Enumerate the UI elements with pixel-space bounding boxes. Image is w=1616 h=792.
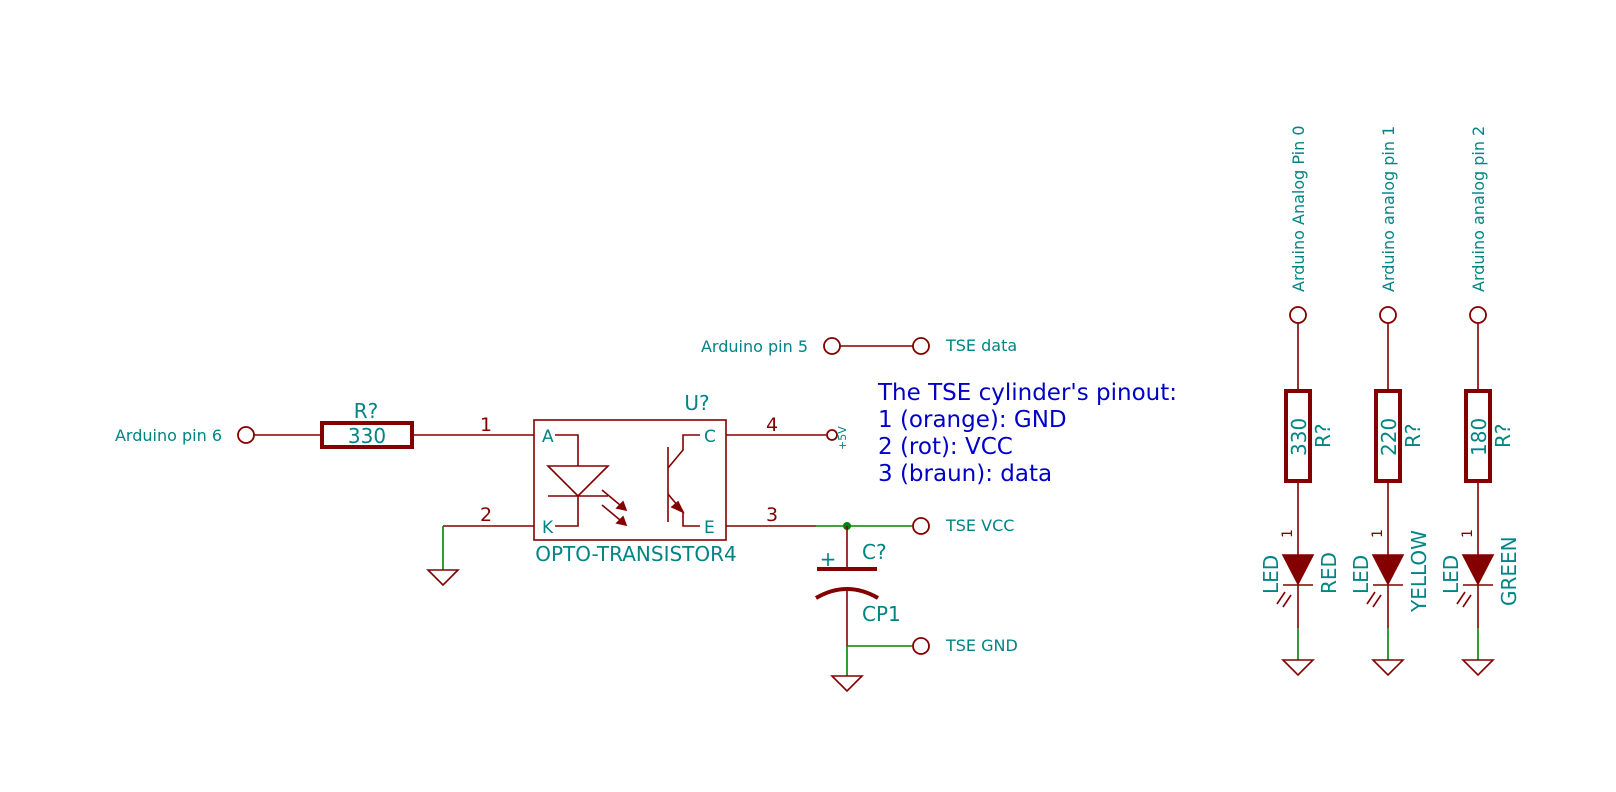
led-2-color: GREEN	[1497, 536, 1521, 606]
led-1-pin: 1	[1370, 529, 1386, 538]
led-resistor-0-ref: R?	[1311, 423, 1335, 448]
led-0-diode	[1281, 554, 1315, 586]
port-arduino-pin6	[237, 426, 255, 444]
light-arrow-head	[615, 500, 628, 512]
led-2-pin: 1	[1460, 529, 1476, 538]
opto-pin-3: 3	[766, 504, 778, 526]
ground-symbol	[1461, 659, 1495, 677]
led-2-ref: LED	[1439, 555, 1463, 594]
note-line-1: The TSE cylinder's pinout:	[877, 380, 1177, 406]
led-resistor-1-ref: R?	[1401, 423, 1425, 448]
capacitor-value: CP1	[862, 602, 901, 626]
opto-pin-name-c: C	[704, 427, 716, 447]
wire	[555, 496, 579, 527]
port-arduino-pin5	[823, 337, 841, 355]
resistor-value: 330	[348, 424, 386, 448]
port-label-analog-pin0: Arduino Analog Pin 0	[1289, 125, 1308, 292]
opto-pin-name-k: K	[542, 518, 554, 538]
led-2-emit	[1456, 591, 1466, 605]
led-1-color: YELLOW	[1407, 530, 1431, 613]
led-0-emit	[1276, 591, 1286, 605]
led-2-emit	[1462, 594, 1472, 608]
led-1-ref: LED	[1349, 555, 1373, 594]
port-tse-data	[912, 337, 930, 355]
opto-pin-4: 4	[766, 414, 778, 436]
light-arrow-head	[615, 515, 628, 527]
led-resistor-0-value: 330	[1287, 418, 1311, 456]
port-label-tse-vcc: TSE VCC	[945, 516, 1014, 535]
led-0-pin: 1	[1280, 529, 1296, 538]
led-resistor-2-ref: R?	[1491, 423, 1515, 448]
note-line-4: 3 (braun): data	[878, 461, 1052, 487]
port-label-analog-pin2: Arduino analog pin 2	[1469, 126, 1488, 292]
port-label-arduino-pin5: Arduino pin 5	[701, 337, 808, 356]
port-label-tse-gnd: TSE GND	[945, 636, 1018, 655]
led-0-color: RED	[1317, 552, 1341, 594]
note-line-2: 1 (orange): GND	[878, 407, 1067, 433]
ground-symbol	[426, 569, 460, 587]
led-resistor-1-value: 220	[1377, 418, 1401, 456]
port-analog-pin2	[1469, 306, 1487, 324]
port-label-analog-pin1: Arduino analog pin 1	[1379, 126, 1398, 292]
capacitor-curved-plate	[814, 587, 880, 600]
port-tse-vcc	[912, 517, 930, 535]
led-triangle	[546, 465, 610, 498]
port-label-arduino-pin6: Arduino pin 6	[115, 426, 222, 445]
port-analog-pin1	[1379, 306, 1397, 324]
power-label-5v: +5V	[836, 426, 849, 450]
port-analog-pin0	[1289, 306, 1307, 324]
transistor-arrow	[670, 500, 685, 514]
ground-symbol	[1281, 659, 1315, 677]
led-resistor-2-value: 180	[1467, 418, 1491, 456]
wire	[555, 434, 579, 466]
port-tse-gnd	[912, 637, 930, 655]
led-0-emit	[1282, 594, 1292, 608]
capacitor-ref: C?	[862, 540, 887, 564]
ground-symbol	[1371, 659, 1405, 677]
power-flag-5v	[826, 429, 838, 441]
opto-pin-2: 2	[480, 504, 492, 526]
opto-pin-1: 1	[480, 414, 492, 436]
opto-pin-name-a: A	[542, 427, 554, 447]
opto-value: OPTO-TRANSISTOR4	[535, 542, 737, 566]
led-1-emit	[1372, 594, 1382, 608]
opto-pin-name-e: E	[704, 518, 715, 538]
led-1-emit	[1366, 591, 1376, 605]
optocoupler-body	[533, 419, 727, 541]
led-0-ref: LED	[1259, 555, 1283, 594]
resistor-ref: R?	[354, 399, 379, 423]
led-1-diode	[1371, 554, 1405, 586]
opto-ref: U?	[684, 391, 709, 415]
transistor-collector	[667, 434, 700, 469]
led-2-diode	[1461, 554, 1495, 586]
port-label-tse-data: TSE data	[945, 336, 1017, 355]
transistor-emitter	[667, 493, 700, 527]
note-line-3: 2 (rot): VCC	[878, 434, 1013, 460]
capacitor-plus: +	[820, 547, 837, 571]
ground-symbol	[830, 675, 864, 693]
